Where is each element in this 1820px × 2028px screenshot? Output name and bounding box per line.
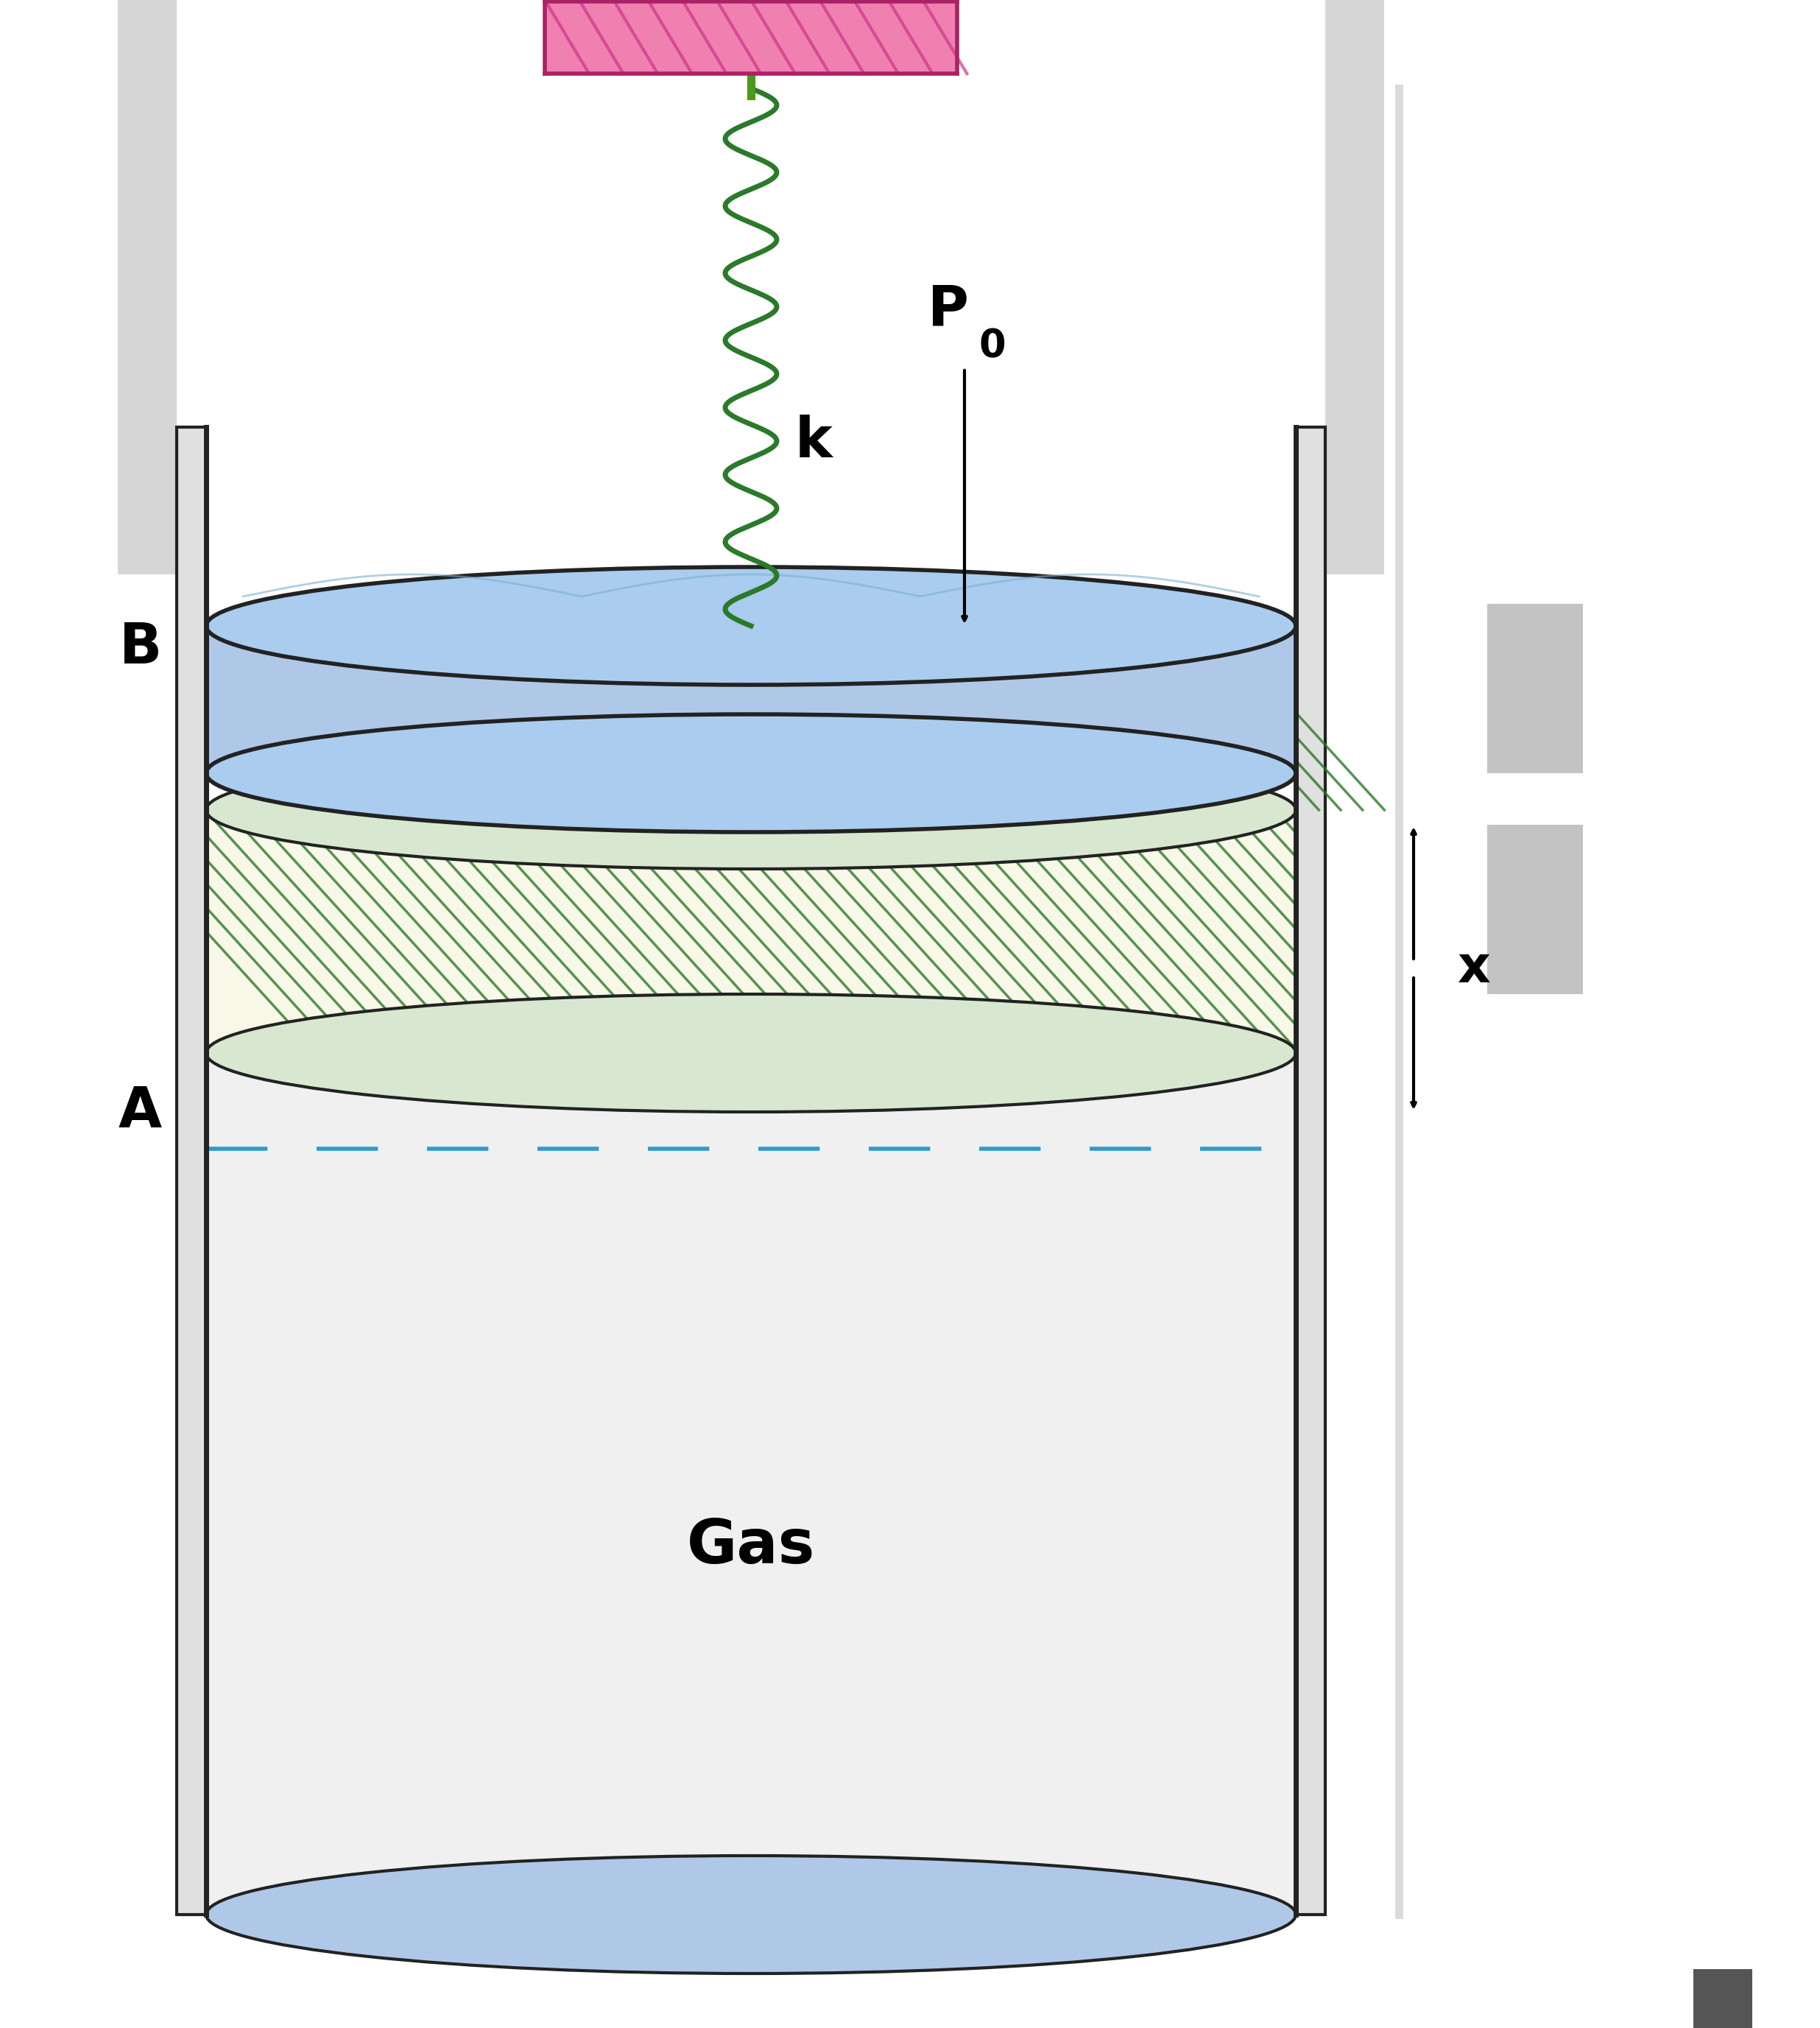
Polygon shape: [177, 428, 206, 1914]
Text: Gas: Gas: [686, 1517, 815, 1576]
Text: x: x: [1458, 943, 1491, 994]
Text: k: k: [795, 414, 832, 468]
Ellipse shape: [206, 750, 1296, 868]
Bar: [1693, 1969, 1753, 2028]
Bar: [118, 0, 177, 574]
Bar: [1487, 604, 1583, 773]
Bar: [544, 0, 957, 73]
Polygon shape: [206, 809, 1296, 1053]
Ellipse shape: [206, 1856, 1296, 1973]
Polygon shape: [206, 627, 1296, 773]
Bar: [1487, 825, 1583, 994]
Ellipse shape: [206, 568, 1296, 685]
Bar: [1325, 0, 1385, 574]
Text: B: B: [118, 621, 162, 675]
Text: 0: 0: [979, 327, 1006, 365]
Polygon shape: [1296, 428, 1325, 1914]
Text: A: A: [118, 1085, 162, 1140]
Ellipse shape: [206, 994, 1296, 1111]
Ellipse shape: [206, 714, 1296, 831]
Polygon shape: [206, 884, 1296, 1914]
Text: P: P: [928, 282, 968, 337]
